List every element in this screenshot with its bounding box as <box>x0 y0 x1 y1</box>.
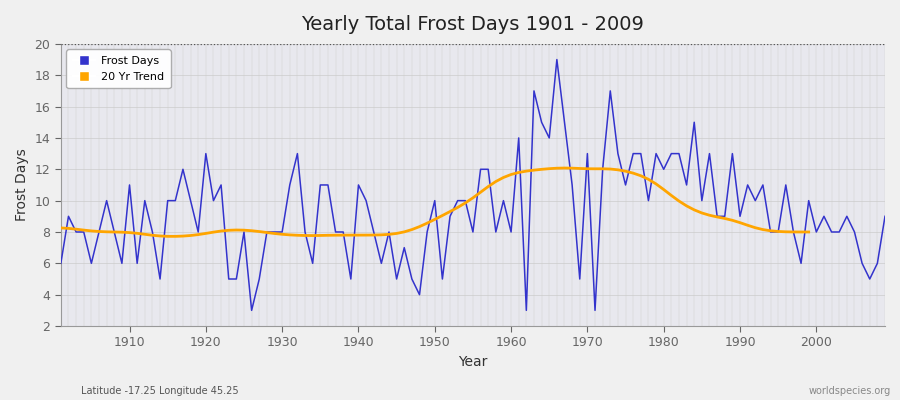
Text: worldspecies.org: worldspecies.org <box>809 386 891 396</box>
Legend: Frost Days, 20 Yr Trend: Frost Days, 20 Yr Trend <box>67 50 171 88</box>
Title: Yearly Total Frost Days 1901 - 2009: Yearly Total Frost Days 1901 - 2009 <box>302 15 644 34</box>
Text: Latitude -17.25 Longitude 45.25: Latitude -17.25 Longitude 45.25 <box>81 386 239 396</box>
Y-axis label: Frost Days: Frost Days <box>15 148 29 221</box>
X-axis label: Year: Year <box>458 355 488 369</box>
